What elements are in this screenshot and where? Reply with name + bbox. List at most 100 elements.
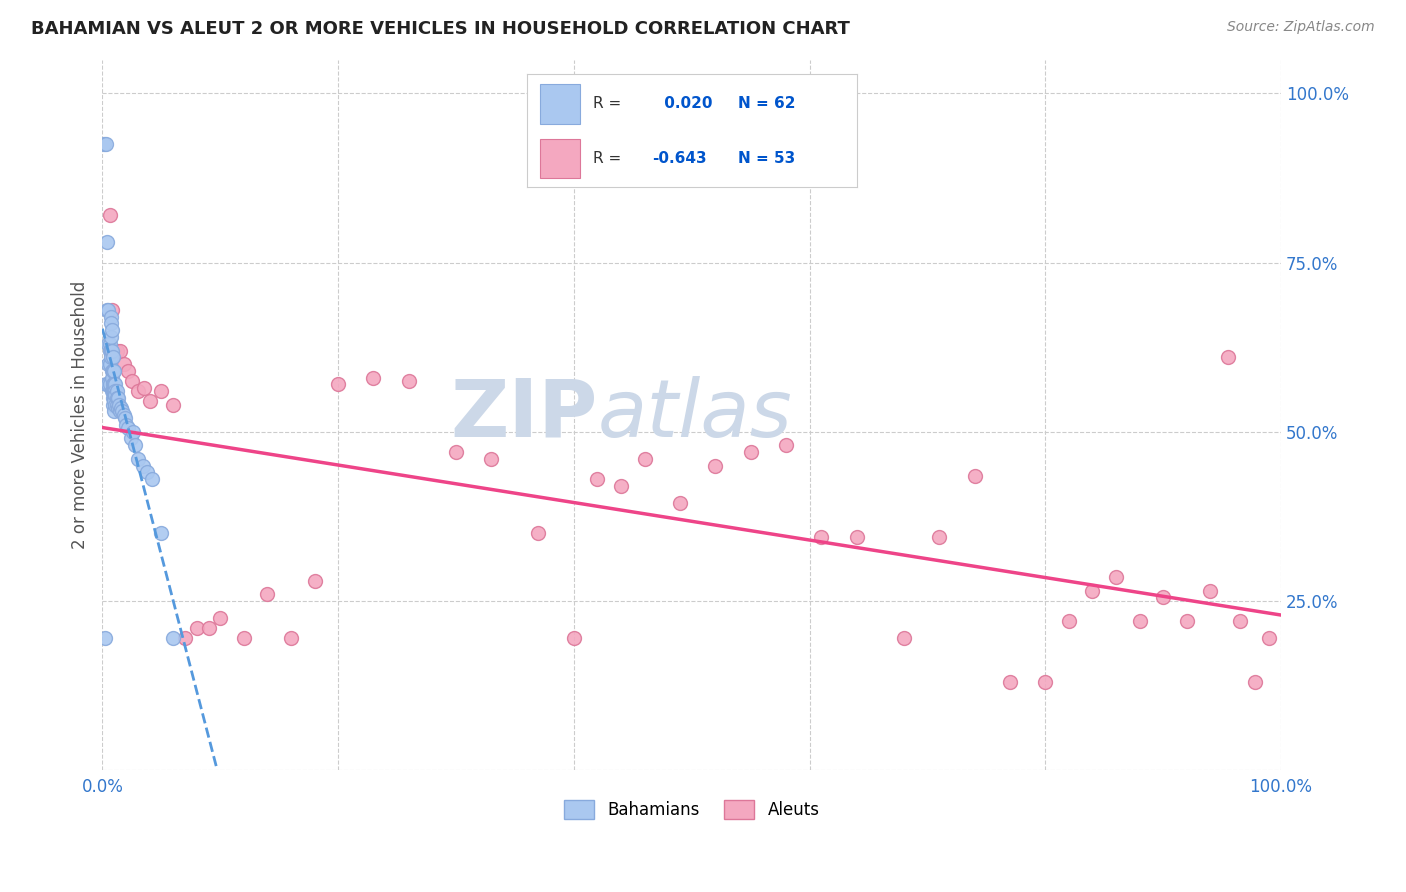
Point bbox=[115, 417, 138, 432]
Point bbox=[101, 377, 124, 392]
Point bbox=[1244, 675, 1267, 690]
Point bbox=[98, 208, 121, 222]
Point bbox=[100, 330, 122, 344]
Point bbox=[93, 137, 115, 152]
Point bbox=[103, 364, 125, 378]
Point bbox=[108, 404, 131, 418]
Point bbox=[136, 465, 159, 479]
Point bbox=[101, 370, 124, 384]
Y-axis label: 2 or more Vehicles in Household: 2 or more Vehicles in Household bbox=[72, 281, 89, 549]
Point bbox=[127, 384, 149, 398]
Point bbox=[127, 451, 149, 466]
Point bbox=[101, 398, 124, 412]
Point bbox=[141, 472, 163, 486]
Point bbox=[101, 343, 124, 358]
Point bbox=[232, 631, 254, 645]
Point bbox=[633, 451, 655, 466]
Text: atlas: atlas bbox=[598, 376, 792, 454]
Point bbox=[398, 374, 420, 388]
Point bbox=[94, 377, 117, 392]
Point bbox=[586, 472, 609, 486]
Point bbox=[101, 302, 124, 317]
Point bbox=[112, 357, 135, 371]
Point bbox=[103, 391, 125, 405]
Point bbox=[108, 343, 131, 358]
Point bbox=[101, 323, 124, 337]
Point bbox=[101, 364, 124, 378]
Point bbox=[1081, 583, 1104, 598]
Point bbox=[101, 384, 124, 398]
Point bbox=[98, 343, 121, 358]
Point bbox=[1057, 614, 1080, 628]
Point bbox=[1152, 591, 1174, 605]
Point bbox=[114, 411, 136, 425]
Point bbox=[1216, 351, 1239, 365]
Point bbox=[1229, 614, 1251, 628]
Point bbox=[963, 468, 986, 483]
Text: Source: ZipAtlas.com: Source: ZipAtlas.com bbox=[1227, 20, 1375, 34]
Point bbox=[138, 394, 160, 409]
Point bbox=[1105, 570, 1128, 584]
Point bbox=[775, 438, 797, 452]
Point bbox=[105, 384, 128, 398]
Point bbox=[1175, 614, 1198, 628]
Point bbox=[103, 343, 125, 358]
Point bbox=[162, 398, 184, 412]
Text: ZIP: ZIP bbox=[450, 376, 598, 454]
Point bbox=[122, 425, 145, 439]
Point bbox=[100, 317, 122, 331]
Point bbox=[117, 421, 139, 435]
Point bbox=[101, 364, 124, 378]
Point bbox=[105, 391, 128, 405]
Point bbox=[928, 530, 950, 544]
Point bbox=[174, 631, 197, 645]
Point bbox=[562, 631, 585, 645]
Point bbox=[209, 611, 232, 625]
Point bbox=[132, 381, 155, 395]
Point bbox=[256, 587, 278, 601]
Point bbox=[610, 479, 633, 493]
Point bbox=[1199, 583, 1222, 598]
Point bbox=[111, 404, 134, 418]
Point bbox=[104, 387, 127, 401]
Point bbox=[444, 445, 467, 459]
Point bbox=[94, 137, 117, 152]
Point bbox=[110, 401, 132, 415]
Point bbox=[101, 351, 124, 365]
Point bbox=[998, 675, 1021, 690]
Point bbox=[103, 394, 125, 409]
Point bbox=[186, 621, 208, 635]
Point bbox=[280, 631, 302, 645]
Text: BAHAMIAN VS ALEUT 2 OR MORE VEHICLES IN HOUSEHOLD CORRELATION CHART: BAHAMIAN VS ALEUT 2 OR MORE VEHICLES IN … bbox=[31, 20, 849, 37]
Point bbox=[479, 451, 502, 466]
Point bbox=[112, 408, 135, 422]
Point bbox=[94, 631, 117, 645]
Point bbox=[527, 526, 550, 541]
Point bbox=[326, 377, 349, 392]
Point bbox=[97, 357, 120, 371]
Point bbox=[669, 496, 692, 510]
Point bbox=[107, 391, 129, 405]
Point bbox=[740, 445, 762, 459]
Point bbox=[103, 377, 125, 392]
Point bbox=[131, 458, 153, 473]
Point bbox=[100, 310, 122, 324]
Point bbox=[124, 438, 146, 452]
Point bbox=[162, 631, 184, 645]
Point bbox=[101, 391, 124, 405]
Point bbox=[150, 384, 173, 398]
Point bbox=[150, 526, 173, 541]
Point bbox=[105, 343, 128, 358]
Point bbox=[96, 235, 118, 250]
Point bbox=[97, 377, 120, 392]
Point bbox=[304, 574, 326, 588]
Point bbox=[97, 336, 120, 351]
Legend: Bahamians, Aleuts: Bahamians, Aleuts bbox=[557, 793, 827, 826]
Point bbox=[363, 370, 385, 384]
Point bbox=[117, 364, 139, 378]
Point bbox=[121, 374, 143, 388]
Point bbox=[104, 384, 127, 398]
Point bbox=[104, 377, 127, 392]
Point bbox=[104, 398, 127, 412]
Point bbox=[704, 458, 727, 473]
